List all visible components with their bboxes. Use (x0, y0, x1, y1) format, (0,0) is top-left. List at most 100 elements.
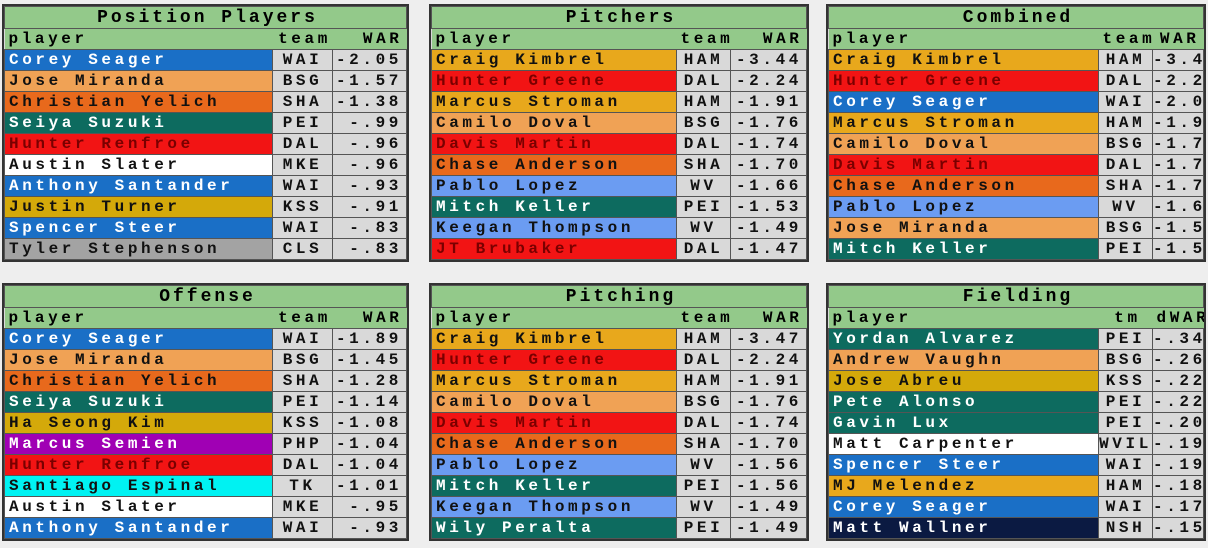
war-value: -.99 (332, 112, 407, 134)
player-row: Marcus Semien PHP -1.04 (4, 433, 407, 455)
player-name: Jose Abreu (828, 370, 1099, 392)
player-row: Anthony Santander WAI -.93 (4, 175, 407, 197)
column-header: team (272, 28, 333, 50)
player-name: Camilo Doval (828, 133, 1099, 155)
stat-table: Pitchers player team WAR Craig Kimbrel HAM -3.… (429, 4, 809, 262)
player-row: Anthony Santander WAI -.93 (4, 517, 407, 539)
team: WAI (272, 49, 333, 71)
war-value: -1.57 (332, 70, 407, 92)
player-name: Keegan Thompson (431, 217, 677, 239)
war-value: -.96 (332, 154, 407, 176)
war-value: -1.38 (332, 91, 407, 113)
war-value: -1.74 (730, 412, 807, 434)
team: HAM (1098, 49, 1153, 71)
team: DAL (272, 133, 333, 155)
player-row: Corey Seager WAI -1.89 (4, 328, 407, 350)
war-value: -.91 (332, 196, 407, 218)
player-name: Pablo Lopez (828, 196, 1099, 218)
title-row: Fielding (828, 285, 1204, 308)
war-value: -.26 (1152, 349, 1204, 371)
team: CLS (272, 238, 333, 260)
player-row: Christian Yelich SHA -1.28 (4, 370, 407, 392)
team: PEI (1098, 412, 1153, 434)
column-header: dWAR (1152, 307, 1204, 329)
title-row: Pitching (431, 285, 807, 308)
war-value: -2.24 (730, 349, 807, 371)
team: KSS (1098, 370, 1153, 392)
player-name: Seiya Suzuki (4, 112, 273, 134)
player-name: Craig Kimbrel (828, 49, 1099, 71)
war-value: -1.94 (1152, 112, 1204, 134)
stat-table: Position Players player team WAR Corey Seage… (2, 4, 409, 262)
player-row: Keegan Thompson WV -1.49 (431, 217, 807, 239)
player-name: Gavin Lux (828, 412, 1099, 434)
player-name: Austin Slater (4, 154, 273, 176)
team: BSG (676, 112, 731, 134)
column-header: tm (1098, 307, 1153, 329)
team: HAM (676, 370, 731, 392)
player-name: Wily Peralta (431, 517, 677, 539)
team: WVIL (1098, 433, 1153, 455)
player-name: Ha Seong Kim (4, 412, 273, 434)
war-value: -3.44 (730, 49, 807, 71)
player-name: Corey Seager (828, 496, 1099, 518)
team: DAL (676, 349, 731, 371)
player-row: Hunter Renfroe DAL -.96 (4, 133, 407, 155)
team: PEI (676, 475, 731, 497)
war-value: -2.24 (730, 70, 807, 92)
title-row: Combined (828, 6, 1204, 29)
player-row: Ha Seong Kim KSS -1.08 (4, 412, 407, 434)
title-row: Pitchers (431, 6, 807, 29)
team: WAI (1098, 454, 1153, 476)
player-row: Yordan Alvarez PEI -.34 (828, 328, 1204, 350)
team: WAI (272, 328, 333, 350)
player-name: Corey Seager (4, 49, 273, 71)
player-row: Jose Miranda BSG -1.45 (4, 349, 407, 371)
player-row: JT Brubaker DAL -1.47 (431, 238, 807, 260)
player-row: Seiya Suzuki PEI -.99 (4, 112, 407, 134)
war-value: -1.49 (730, 517, 807, 539)
player-name: Pablo Lopez (431, 454, 677, 476)
war-value: -.19 (1152, 454, 1204, 476)
team: WV (676, 217, 731, 239)
player-name: Hunter Renfroe (4, 454, 273, 476)
table-title: Offense (4, 285, 407, 308)
player-name: Jose Miranda (4, 70, 273, 92)
column-header: player (4, 307, 273, 329)
team: PEI (676, 517, 731, 539)
header-row: playertmdWAR (828, 307, 1204, 329)
team: HAM (676, 328, 731, 350)
player-name: Keegan Thompson (431, 496, 677, 518)
stat-table: FieldingplayertmdWARYordan AlvarezPEI-.3… (826, 283, 1206, 541)
player-row: Marcus Stroman HAM -1.91 (431, 91, 807, 113)
player-name: Chase Anderson (431, 433, 677, 455)
war-value: -1.57 (1152, 217, 1204, 239)
player-name: Hunter Greene (431, 70, 677, 92)
war-value: -1.89 (332, 328, 407, 350)
player-name: Seiya Suzuki (4, 391, 273, 413)
player-name: Camilo Doval (431, 391, 677, 413)
war-value: -.20 (1152, 412, 1204, 434)
team: BSG (272, 349, 333, 371)
war-value: -.83 (332, 217, 407, 239)
war-value: -.96 (332, 133, 407, 155)
team: SHA (272, 370, 333, 392)
war-value: -.93 (332, 517, 407, 539)
player-name: JT Brubaker (431, 238, 677, 260)
team: SHA (272, 91, 333, 113)
war-value: -2.05 (332, 49, 407, 71)
player-name: Mitch Keller (828, 238, 1099, 260)
war-value: -1.53 (1152, 238, 1204, 260)
war-value: -1.76 (730, 391, 807, 413)
player-name: Austin Slater (4, 496, 273, 518)
player-row: MJ Melendez HAM -.18 (828, 475, 1204, 497)
war-value: -1.91 (730, 91, 807, 113)
war-value: -.15 (1152, 517, 1204, 539)
player-name: Camilo Doval (431, 112, 677, 134)
column-header: WAR (332, 307, 407, 329)
